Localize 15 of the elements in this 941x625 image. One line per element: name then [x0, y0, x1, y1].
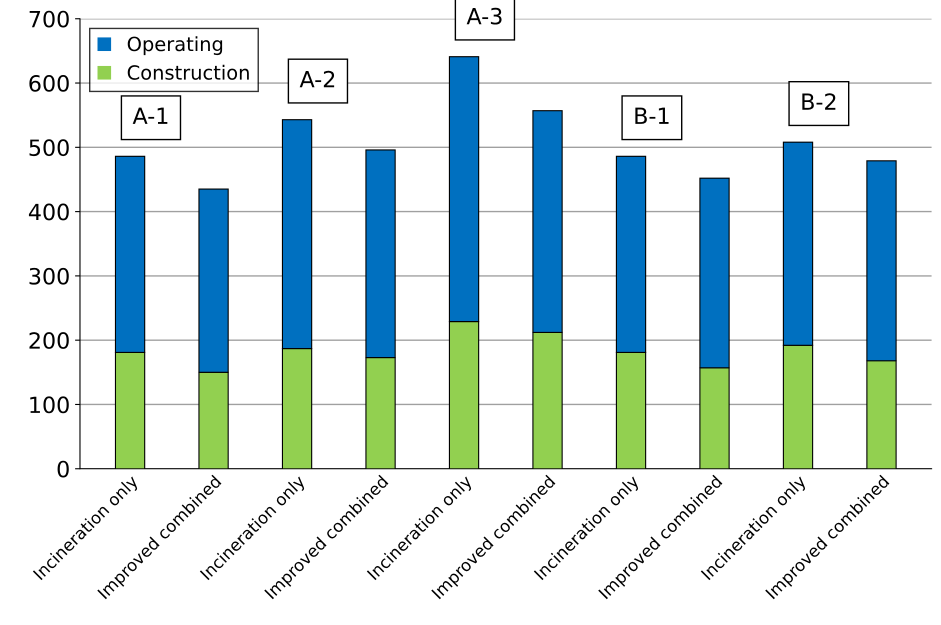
y-tick-label: 200	[29, 332, 69, 349]
y-tick-label: 600	[29, 74, 69, 92]
annotation: A-2	[300, 70, 334, 88]
annotation: B-2	[802, 93, 836, 110]
y-tick-label: 300	[30, 268, 69, 285]
y-tick-label: 0	[58, 460, 69, 478]
y-tick-label: 700	[30, 10, 69, 28]
y-tick-label: 500	[30, 139, 69, 156]
y-tick-label: 100	[30, 396, 69, 414]
legend-label: Operating	[128, 36, 222, 56]
legend-label: Construction	[128, 64, 249, 80]
annotation: B-1	[635, 108, 669, 124]
y-tick-label: 400	[28, 204, 69, 220]
annotation: A-1	[132, 108, 168, 124]
annotation: A-3	[466, 8, 502, 25]
